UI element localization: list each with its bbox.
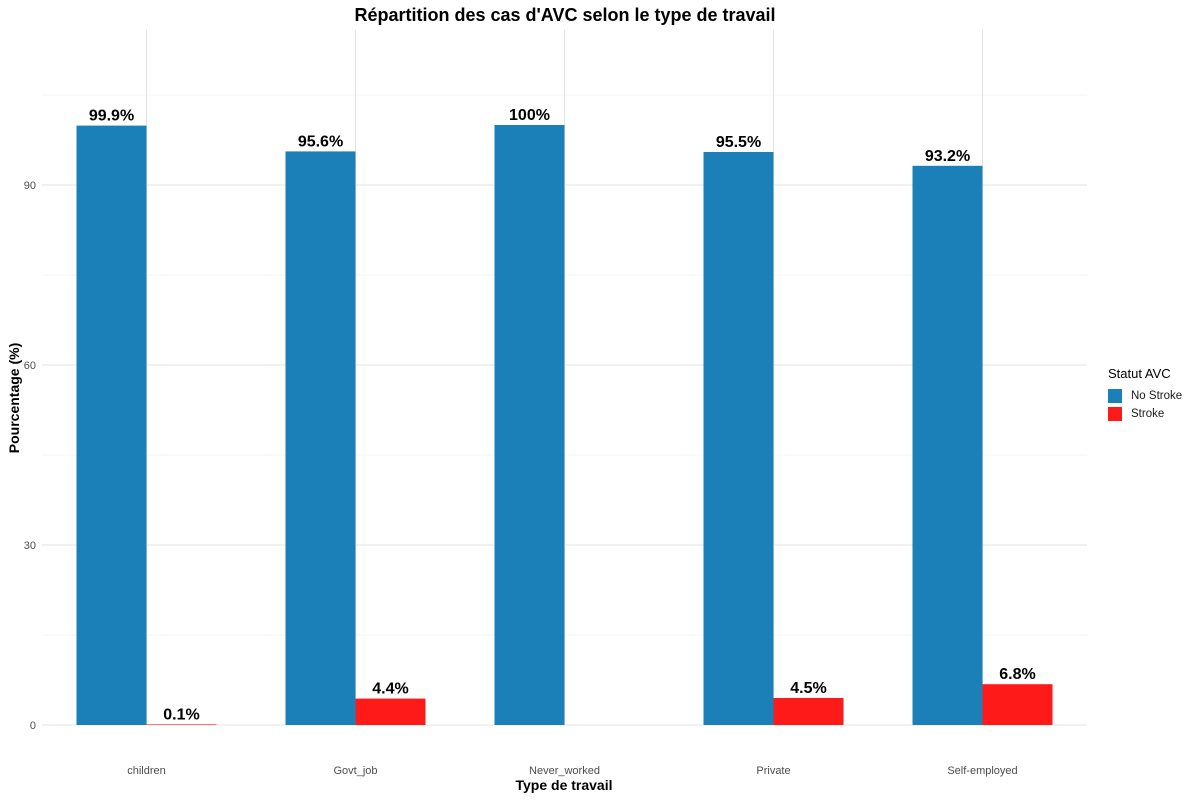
- bar-no-stroke: [912, 165, 983, 726]
- data-label: 100%: [509, 107, 550, 124]
- x-tick-label: Private: [756, 765, 790, 777]
- data-label: 95.6%: [298, 133, 343, 150]
- data-label: 99.9%: [89, 108, 134, 125]
- bar-stroke: [982, 684, 1053, 725]
- legend-item-no-stroke: No Stroke: [1108, 387, 1182, 405]
- legend-item-stroke: Stroke: [1108, 405, 1182, 423]
- legend-label-stroke: Stroke: [1131, 408, 1165, 420]
- x-tick-label: children: [127, 765, 166, 777]
- data-label: 95.5%: [716, 134, 761, 151]
- data-label: 6.8%: [999, 666, 1035, 683]
- legend-swatch-stroke: [1108, 407, 1122, 421]
- legend-title: Statut AVC: [1108, 366, 1171, 381]
- y-tick-label: 0: [30, 720, 36, 732]
- x-tick-label: Govt_job: [333, 765, 377, 777]
- y-tick-label: 30: [24, 540, 36, 552]
- y-tick-label: 90: [24, 180, 36, 192]
- x-tick-label: Never_worked: [529, 765, 600, 777]
- x-axis-title: Type de travail: [515, 777, 613, 793]
- bar-no-stroke: [703, 152, 774, 725]
- bar-stroke: [355, 698, 426, 725]
- bar-no-stroke: [285, 151, 356, 725]
- bar-no-stroke: [494, 125, 565, 725]
- bar-no-stroke: [76, 125, 147, 726]
- x-tick-label: Self-employed: [947, 765, 1017, 777]
- data-label: 93.2%: [925, 148, 970, 165]
- legend-swatch-no-stroke: [1108, 389, 1122, 403]
- legend-label-no-stroke: No Stroke: [1131, 390, 1183, 402]
- y-tick-label: 60: [24, 360, 36, 372]
- data-label: 4.4%: [372, 681, 408, 698]
- bar-stroke: [773, 698, 844, 725]
- data-label: 0.1%: [163, 706, 199, 723]
- chart-title: Répartition des cas d'AVC selon le type …: [354, 5, 776, 25]
- data-label: 4.5%: [790, 680, 826, 697]
- legend: Statut AVC No Stroke Stroke: [1108, 366, 1182, 423]
- bar-stroke: [146, 724, 217, 725]
